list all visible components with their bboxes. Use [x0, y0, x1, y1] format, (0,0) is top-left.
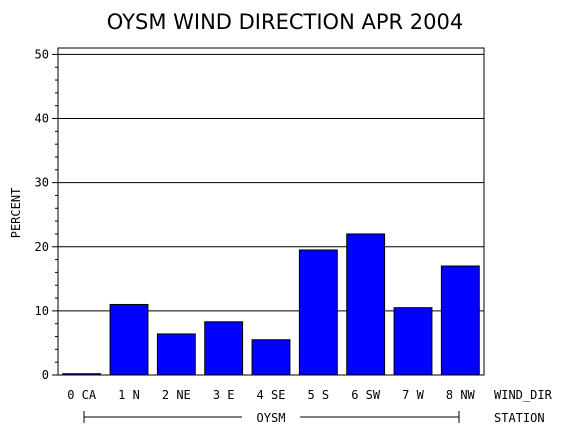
bar-5	[298, 249, 338, 376]
x-tick-label: 0 CA	[67, 388, 97, 402]
x-tick-label: 6 SW	[351, 388, 381, 402]
x-tick-label: 1 N	[118, 388, 140, 402]
group-name: OYSM	[257, 411, 286, 425]
x-tick-label: 3 E	[213, 388, 235, 402]
bar-2	[156, 333, 196, 376]
y-tick-label: 40	[35, 112, 49, 126]
bar-7	[393, 307, 433, 376]
x-axis-label: WIND_DIR	[494, 388, 553, 402]
group-axis-label: STATION	[494, 411, 545, 425]
chart-title: OYSM WIND DIRECTION APR 2004	[107, 10, 463, 34]
y-axis-label: PERCENT	[9, 188, 23, 239]
x-tick-label: 8 NW	[446, 388, 476, 402]
y-tick-label: 0	[42, 368, 49, 382]
y-tick-label: 30	[35, 176, 49, 190]
y-tick-label: 20	[35, 240, 49, 254]
bar-8	[440, 265, 480, 376]
bars	[62, 233, 480, 376]
grid-lines	[58, 53, 484, 312]
bar-3	[204, 321, 244, 376]
bar-1	[109, 303, 149, 376]
plot-frame	[57, 47, 485, 376]
x-axis-tick-labels: 0 CA 1 N 2 NE 3 E 4 SE 5 S 6 SW 7 W 8 NW	[67, 388, 475, 402]
x-tick-label: 4 SE	[257, 388, 286, 402]
x-tick-label: 7 W	[402, 388, 424, 402]
bar-6	[346, 233, 386, 376]
y-tick-label: 10	[35, 304, 49, 318]
bar-4	[251, 339, 291, 376]
y-tick-label: 50	[35, 47, 49, 61]
x-tick-label: 5 S	[307, 388, 329, 402]
x-tick-label: 2 NE	[162, 388, 191, 402]
y-axis-ticks: 0 10 20 30 40 50	[35, 47, 58, 382]
